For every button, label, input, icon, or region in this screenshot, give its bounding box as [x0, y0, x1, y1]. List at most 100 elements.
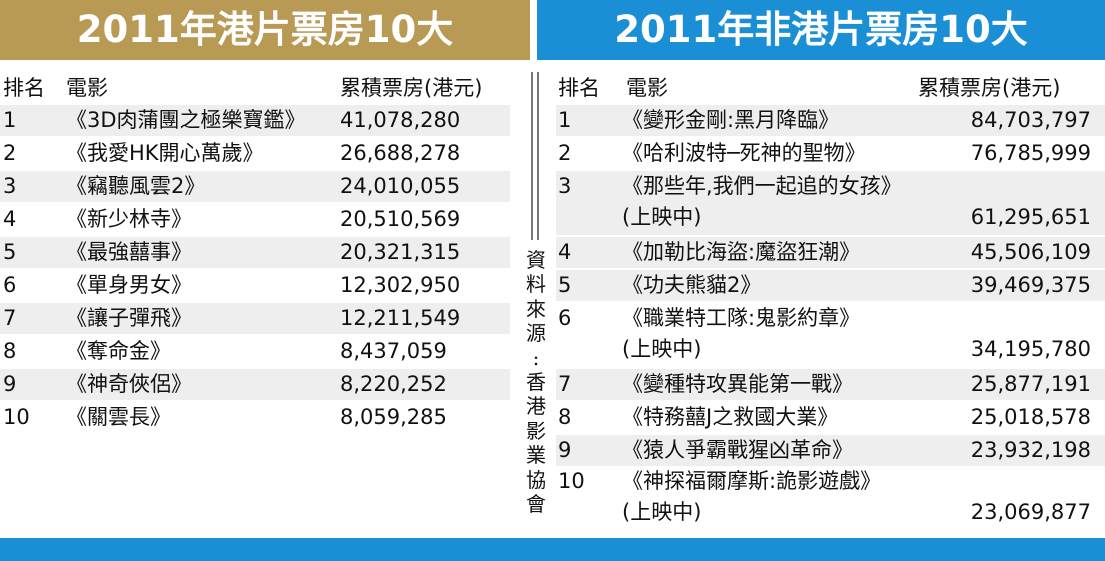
source-char: 業	[526, 443, 546, 468]
table-row: 2 《我愛HK開心萬歲》 26,688,278	[0, 138, 510, 169]
gross-cell: 61,295,651	[970, 205, 1091, 229]
gross-cell: 20,510,569	[340, 207, 461, 231]
hk-header-rank: 排名	[3, 76, 45, 100]
source-char: 會	[526, 492, 546, 517]
film-cell: 《哈利波特─死神的聖物》	[622, 141, 866, 165]
film-note-cell: (上映中)	[622, 337, 702, 361]
source-char: 資	[526, 248, 546, 272]
table-row: 10 《神探福爾摩斯:詭影遊戲》 (上映中) 23,069,877	[556, 466, 1105, 530]
film-cell: 《特務囍J之救國大業》	[622, 405, 839, 429]
source-char: 料	[526, 272, 546, 297]
table-row: 2 《哈利波特─死神的聖物》 76,785,999	[556, 138, 1105, 169]
footer-bar	[0, 538, 1105, 561]
film-cell: 《關雲長》	[66, 405, 171, 429]
table-row: 3 《竊聽風雲2》 24,010,055	[0, 171, 510, 202]
rank-cell: 6	[3, 273, 17, 297]
film-cell: 《竊聽風雲2》	[66, 174, 206, 198]
film-cell: 《我愛HK開心萬歲》	[66, 141, 264, 165]
rank-cell: 5	[3, 240, 17, 264]
gross-cell: 34,195,780	[970, 337, 1091, 361]
film-cell: 《神奇俠侶》	[66, 372, 192, 396]
gross-cell: 8,220,252	[340, 372, 447, 396]
film-cell: 《猿人爭霸戰猩凶革命》	[622, 438, 853, 462]
table-row: 3 《那些年,我們一起追的女孩》 (上映中) 61,295,651	[556, 171, 1105, 235]
film-cell: 《新少林寺》	[66, 207, 192, 231]
rank-cell: 7	[3, 306, 17, 330]
source-char: 影	[526, 418, 546, 443]
rank-cell: 2	[558, 141, 572, 165]
rank-cell: 10	[3, 405, 30, 429]
table-row: 6 《職業特工隊:鬼影約章》 (上映中) 34,195,780	[556, 303, 1105, 367]
film-cell: 《變形金剛:黑月降臨》	[622, 108, 840, 132]
table-row: 6 《單身男女》 12,302,950	[0, 270, 510, 301]
gross-cell: 39,469,375	[970, 273, 1091, 297]
rank-cell: 2	[3, 141, 17, 165]
rank-cell: 8	[558, 405, 572, 429]
table-row: 7 《讓子彈飛》 12,211,549	[0, 303, 510, 334]
table-row: 9 《猿人爭霸戰猩凶革命》 23,932,198	[556, 435, 1105, 466]
source-char: 來	[526, 296, 546, 321]
gross-cell: 12,302,950	[340, 273, 461, 297]
table-row: 4 《加勒比海盜:魔盜狂潮》 45,506,109	[556, 237, 1105, 268]
gross-cell: 84,703,797	[970, 108, 1091, 132]
rank-cell: 7	[558, 372, 572, 396]
film-cell: 《3D肉蒲團之極樂寶鑑》	[66, 108, 306, 132]
film-cell: 《單身男女》	[66, 273, 192, 297]
nonhk-header-gross: 累積票房(港元)	[918, 76, 1061, 100]
nonhk-header-rank: 排名	[558, 76, 600, 100]
rank-cell: 8	[3, 339, 17, 363]
film-cell: 《變種特攻異能第一戰》	[622, 372, 853, 396]
table-row: 4 《新少林寺》 20,510,569	[0, 204, 510, 235]
rank-cell: 6	[558, 306, 572, 330]
table-row: 8 《奪命金》 8,437,059	[0, 336, 510, 367]
film-cell: 《讓子彈飛》	[66, 306, 192, 330]
table-row: 8 《特務囍J之救國大業》 25,018,578	[556, 402, 1105, 433]
rank-cell: 1	[3, 108, 17, 132]
rank-cell: 9	[3, 372, 17, 396]
film-cell: 《奪命金》	[66, 339, 171, 363]
gross-cell: 76,785,999	[970, 141, 1091, 165]
source-note: 資 料 來 源 : 香 港 影 業 協 會	[522, 248, 550, 516]
table-row: 10 《關雲長》 8,059,285	[0, 402, 510, 433]
gross-cell: 23,069,877	[970, 500, 1091, 524]
rank-cell: 3	[558, 174, 572, 198]
rank-cell: 4	[558, 240, 572, 264]
gross-cell: 25,018,578	[970, 405, 1091, 429]
rank-cell: 5	[558, 273, 572, 297]
gross-cell: 24,010,055	[340, 174, 461, 198]
rank-cell: 4	[3, 207, 17, 231]
gross-cell: 41,078,280	[340, 108, 461, 132]
gross-cell: 8,437,059	[340, 339, 447, 363]
film-note-cell: (上映中)	[622, 500, 702, 524]
gross-cell: 45,506,109	[970, 240, 1091, 264]
source-char: 香	[526, 370, 546, 395]
film-cell: 《最強囍事》	[66, 240, 192, 264]
hk-header-film: 電影	[66, 76, 108, 100]
separator-line-top	[531, 72, 533, 240]
source-char: :	[532, 345, 540, 370]
table-row: 5 《最強囍事》 20,321,315	[0, 237, 510, 268]
gross-cell: 26,688,278	[340, 141, 461, 165]
gross-cell: 8,059,285	[340, 405, 447, 429]
table-row: 1 《變形金剛:黑月降臨》 84,703,797	[556, 105, 1105, 136]
source-char: 源	[526, 321, 546, 346]
rank-cell: 10	[558, 469, 585, 493]
film-note-cell: (上映中)	[622, 205, 702, 229]
gross-cell: 25,877,191	[970, 372, 1091, 396]
film-cell: 《神探福爾摩斯:詭影遊戲》	[622, 469, 882, 493]
rank-cell: 1	[558, 108, 572, 132]
hk-films-title: 2011年港片票房10大	[0, 0, 530, 60]
film-cell: 《職業特工隊:鬼影約章》	[622, 306, 861, 330]
non-hk-films-title: 2011年非港片票房10大	[537, 0, 1105, 60]
gross-cell: 20,321,315	[340, 240, 461, 264]
separator-line-top-2	[537, 72, 539, 240]
table-row: 5 《功夫熊貓2》 39,469,375	[556, 270, 1105, 301]
rank-cell: 3	[3, 174, 17, 198]
source-char: 協	[526, 467, 546, 492]
hk-header-gross: 累積票房(港元)	[340, 76, 483, 100]
table-row: 9 《神奇俠侶》 8,220,252	[0, 369, 510, 400]
film-cell: 《加勒比海盜:魔盜狂潮》	[622, 240, 861, 264]
gross-cell: 23,932,198	[970, 438, 1091, 462]
gross-cell: 12,211,549	[340, 306, 461, 330]
source-char: 港	[526, 394, 546, 419]
